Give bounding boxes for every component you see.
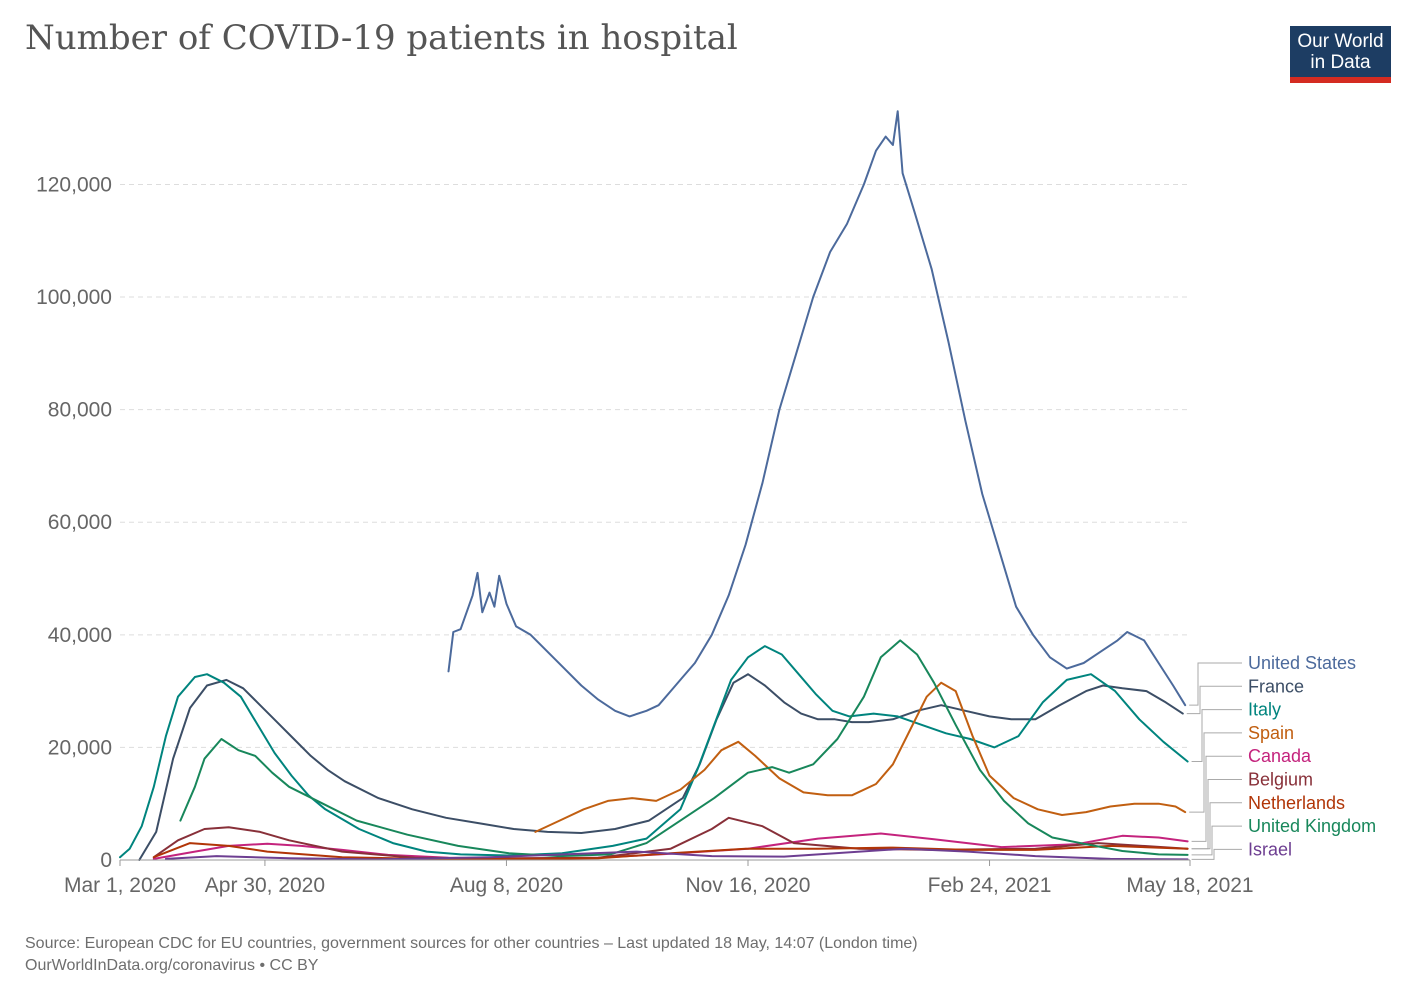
legend-connector <box>1191 848 1242 860</box>
legend-connector <box>1189 662 1242 706</box>
legend-label: Italy <box>1248 700 1281 720</box>
series-line <box>179 639 1189 858</box>
legend-label: Belgium <box>1248 770 1313 790</box>
source-note: Source: European CDC for EU countries, g… <box>25 935 918 952</box>
y-tick-label: 60,000 <box>48 511 112 534</box>
legend-label: Spain <box>1248 723 1294 743</box>
x-tick-label: Nov 16, 2020 <box>686 874 811 897</box>
owid-logo[interactable]: Our World in Data <box>1290 26 1391 83</box>
y-tick-label: 120,000 <box>36 173 112 196</box>
chart-footer: Source: European CDC for EU countries, g… <box>25 933 918 977</box>
legend-connector <box>1191 755 1242 842</box>
legend-connector <box>1191 709 1242 762</box>
legend-label: United States <box>1248 653 1356 673</box>
legend-connector <box>1191 802 1242 850</box>
legend-label: Netherlands <box>1248 793 1345 813</box>
license-link[interactable]: OurWorldInData.org/coronavirus • CC BY <box>25 957 319 974</box>
legend-connector <box>1191 825 1242 856</box>
legend-label: France <box>1248 676 1304 696</box>
legend-layer: United States France Italy Spain Canada Belgi… <box>1186 653 1376 860</box>
logo-line-1: Our World <box>1297 31 1384 52</box>
legend-connector <box>1186 685 1242 715</box>
x-tick-label: Aug 8, 2020 <box>450 874 563 897</box>
legend-connector <box>1189 732 1242 813</box>
y-tick-label: 80,000 <box>48 399 112 422</box>
series-line <box>534 681 1187 833</box>
axis-layer: 0 20,000 40,000 60,000 80,000 100,000 120,000 M… <box>36 173 1254 897</box>
legend-label: Israel <box>1248 839 1292 859</box>
x-tick-label: Apr 30, 2020 <box>205 874 325 897</box>
series-line <box>447 110 1187 718</box>
x-tick-label: Feb 24, 2021 <box>928 874 1052 897</box>
legend-label: United Kingdom <box>1248 816 1376 836</box>
y-tick-label: 0 <box>100 849 112 872</box>
x-tick-label: May 18, 2021 <box>1126 874 1253 897</box>
legend-connector <box>1191 779 1242 850</box>
y-tick-label: 20,000 <box>48 736 112 759</box>
series-layer <box>119 110 1189 861</box>
grid-layer <box>120 183 1190 748</box>
series-line <box>119 645 1189 859</box>
y-tick-label: 100,000 <box>36 286 112 309</box>
logo-line-2: in Data <box>1310 52 1371 73</box>
chart-title: Number of COVID-19 patients in hospital <box>25 18 738 58</box>
y-tick-label: 40,000 <box>48 624 112 647</box>
series-line <box>164 847 1189 861</box>
legend-label: Canada <box>1248 746 1312 766</box>
x-tick-label: Mar 1, 2020 <box>64 874 176 897</box>
